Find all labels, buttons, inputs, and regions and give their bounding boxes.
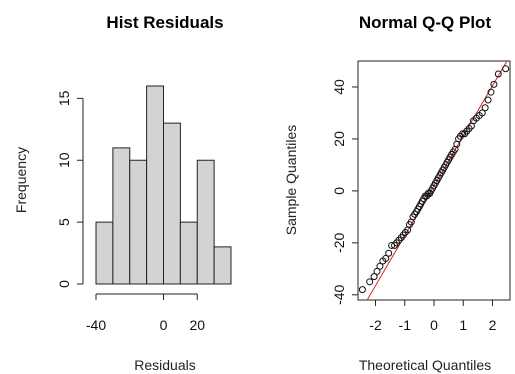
- histogram-bar: [179, 221, 198, 285]
- qq-point: [376, 262, 384, 270]
- qq-point: [502, 65, 510, 73]
- qq-point: [490, 80, 498, 88]
- histogram-y-axis: 0 5 10 15: [56, 90, 84, 288]
- qq-point: [385, 249, 393, 257]
- qq-point: [481, 104, 489, 112]
- qq-x-tick-label: 1: [459, 317, 467, 333]
- histogram-y-tick-label: 5: [56, 218, 72, 226]
- histogram-x-tick-label: -40: [86, 317, 106, 333]
- qq-point: [494, 70, 502, 78]
- qq-y-tick-label: 0: [331, 187, 347, 195]
- histogram-bar: [146, 85, 164, 285]
- histogram-ylabel: Frequency: [13, 147, 29, 213]
- qq-point: [382, 254, 390, 262]
- qq-xlabel: Theoretical Quantiles: [359, 357, 491, 373]
- qq-title: Normal Q-Q Plot: [359, 13, 492, 32]
- histogram-title: Hist Residuals: [106, 13, 223, 32]
- histogram-y-tick-label: 15: [56, 90, 72, 106]
- histogram-bar: [213, 246, 232, 285]
- qq-x-tick-label: 0: [430, 317, 438, 333]
- histogram-y-tick-label: 0: [56, 280, 72, 288]
- histogram-bar: [196, 159, 215, 285]
- histogram-x-tick-label: 20: [189, 317, 205, 333]
- histogram-panel: Hist Residuals Frequency Residuals -40 0 2…: [13, 13, 232, 373]
- qq-y-tick-label: -40: [331, 284, 347, 304]
- qq-x-tick-label: 2: [489, 317, 497, 333]
- qq-y-tick-label: 20: [331, 131, 347, 147]
- qq-point: [478, 109, 486, 117]
- qq-point: [484, 96, 492, 104]
- histogram-x-tick-label: 0: [160, 317, 168, 333]
- histogram-bars: [95, 85, 232, 285]
- histogram-bar: [112, 147, 131, 285]
- qq-x-tick-label: -2: [369, 317, 382, 333]
- histogram-bar: [163, 122, 181, 285]
- qq-y-tick-label: -20: [331, 233, 347, 253]
- histogram-y-tick-label: 10: [56, 152, 72, 168]
- qq-point: [358, 286, 366, 294]
- histogram-bar: [95, 221, 114, 285]
- histogram-x-axis: -40 0 20: [86, 293, 205, 333]
- qq-y-axis: -40 -20 0 20 40: [331, 79, 358, 305]
- histogram-xlabel: Residuals: [134, 357, 195, 373]
- qq-point: [487, 88, 495, 96]
- qq-point: [370, 273, 378, 281]
- qq-plot-panel: Normal Q-Q Plot Sample Quantiles Theoret…: [283, 13, 511, 373]
- qq-x-tick-label: -1: [399, 317, 412, 333]
- qq-point: [373, 267, 381, 275]
- qq-points: [358, 65, 510, 294]
- qq-ylabel: Sample Quantiles: [283, 125, 299, 236]
- qq-point: [366, 278, 374, 286]
- histogram-bar: [129, 159, 148, 285]
- qq-y-tick-label: 40: [331, 79, 347, 95]
- qq-x-axis: -2 -1 0 1 2: [369, 300, 497, 333]
